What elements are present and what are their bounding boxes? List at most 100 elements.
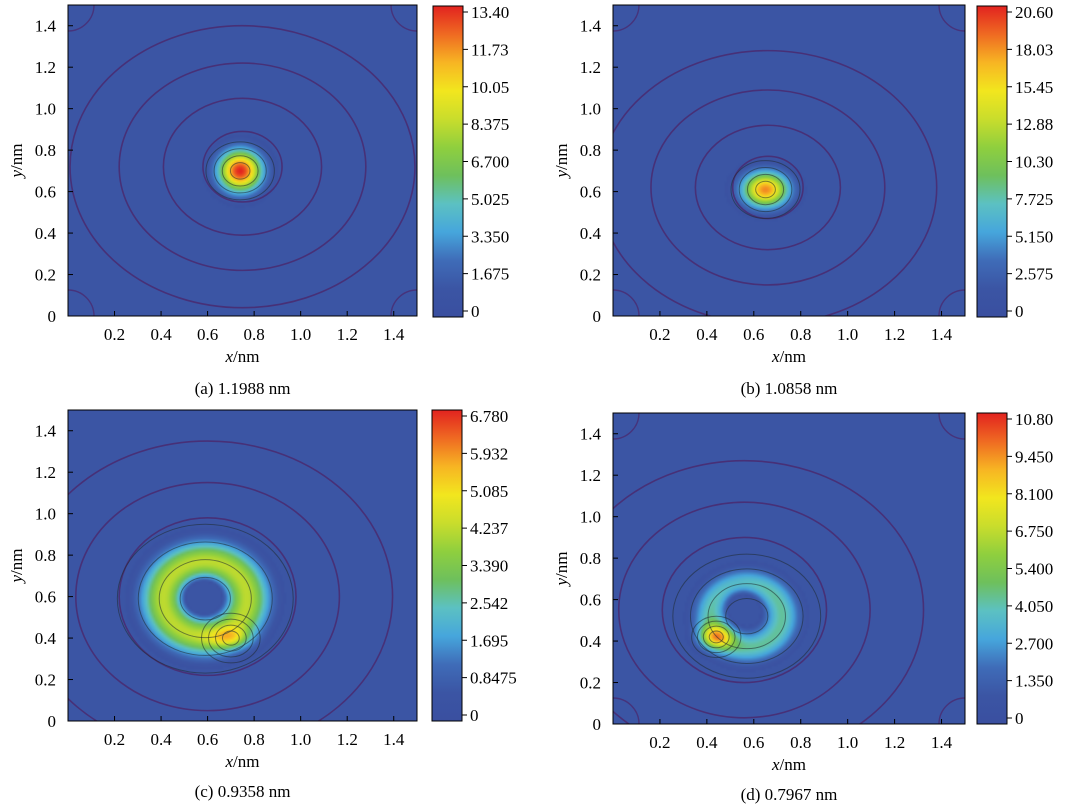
contour-line — [730, 160, 801, 219]
x-axis-variable: x — [771, 755, 780, 774]
colorbar-tick-label: 13.40 — [471, 3, 509, 22]
colorbar-tick-label: 7.725 — [1015, 190, 1053, 209]
y-axis-label: y/nm — [7, 549, 26, 585]
colorbar-tick-label: 6.780 — [470, 407, 508, 426]
y-tick-label: 0.2 — [580, 674, 601, 693]
y-tick-label: 1.2 — [35, 463, 56, 482]
x-tick-label: 1.2 — [884, 733, 905, 752]
contour-line — [213, 148, 267, 194]
heatmap-image — [68, 410, 417, 721]
y-tick-label: 0.4 — [580, 224, 602, 243]
y-tick-label: 0.8 — [35, 141, 56, 160]
y-tick-label: 0.6 — [35, 588, 56, 607]
colorbar-tick-label: 1.695 — [470, 631, 508, 650]
y-tick-label: 0.6 — [580, 591, 601, 610]
colorbar-tick-label: 10.30 — [1015, 153, 1053, 172]
y-axis-variable: y — [7, 575, 26, 585]
colorbar-tick-label: 0 — [470, 706, 479, 725]
colorbar-tick-label: 3.350 — [471, 227, 509, 246]
x-tick-label: 0.8 — [790, 733, 811, 752]
y-tick-label: 1.4 — [580, 17, 602, 36]
contour-lines — [613, 5, 965, 316]
y-axis-unit: /nm — [7, 144, 26, 170]
heatmap-image — [613, 5, 965, 316]
y-tick-label: 1.2 — [580, 466, 601, 485]
contour-line — [746, 173, 785, 206]
contour-line — [613, 459, 925, 724]
y-tick-label: 1.0 — [35, 100, 56, 119]
contour-line — [118, 517, 297, 677]
x-tick-label: 1.0 — [290, 730, 311, 749]
contour-line — [707, 583, 786, 650]
contour-line — [202, 130, 283, 203]
x-tick-label: 0.2 — [104, 325, 125, 344]
contour-line — [205, 141, 275, 201]
x-tick-label: 0.6 — [197, 325, 218, 344]
y-tick-label: 0.6 — [580, 183, 601, 202]
colorbar-tick-label: 8.375 — [471, 115, 509, 134]
y-tick-label: 1.4 — [580, 425, 602, 444]
colorbar-tick-label: 3.390 — [470, 557, 508, 576]
contour-line — [650, 89, 886, 286]
y-tick-label: 0.4 — [580, 632, 602, 651]
y-axis-unit: /nm — [552, 552, 571, 578]
colorbar-tick-label: 5.932 — [470, 444, 508, 463]
y-tick-label: 0.2 — [35, 266, 56, 285]
colorbar-tick-label: 5.400 — [1015, 560, 1053, 579]
contour-line — [617, 501, 871, 719]
x-tick-label: 0.6 — [197, 730, 218, 749]
x-tick-label: 0.8 — [244, 730, 265, 749]
colorbar — [976, 5, 1008, 318]
contour-lines — [68, 440, 394, 721]
x-axis-variable: x — [225, 347, 234, 366]
heatmap-panel-1: 0.2 0.4 0.6 0.8 1.0 1.2 1.4 0 0.2 0.4 0.6 0.8 1.0 1.2… — [7, 3, 509, 398]
y-axis-variable: y — [552, 170, 571, 180]
y-tick-label: 1.4 — [35, 422, 57, 441]
contour-line — [179, 576, 231, 621]
y-axis-label: y/nm — [552, 552, 571, 588]
x-axis-unit: /nm — [780, 347, 806, 366]
y-tick-label: 0 — [593, 307, 602, 326]
y-axis-variable: y — [7, 170, 26, 180]
y-axis-label: y/nm — [552, 144, 571, 180]
plot-frame — [612, 4, 966, 317]
contour-line — [755, 180, 776, 199]
colorbar-tick-label: 9.450 — [1015, 447, 1053, 466]
colorbar-tick-label: 5.085 — [470, 482, 508, 501]
colorbar — [431, 409, 463, 722]
y-tick-label: 0.8 — [580, 141, 601, 160]
contour-line — [137, 541, 273, 656]
x-tick-label: 1.0 — [837, 325, 858, 344]
y-axis-unit: /nm — [7, 549, 26, 575]
x-tick-label: 1.2 — [337, 730, 358, 749]
x-tick-label: 1.0 — [290, 325, 311, 344]
y-tick-label: 1.4 — [35, 17, 57, 36]
colorbar-tick-label: 2.700 — [1015, 634, 1053, 653]
contour-line — [725, 597, 769, 635]
colorbar-tick-label: 6.700 — [471, 153, 509, 172]
x-tick-label: 0.2 — [649, 733, 670, 752]
y-axis-unit: /nm — [552, 144, 571, 170]
panel-caption: (b) 1.0858 nm — [741, 379, 838, 398]
contour-line — [691, 615, 742, 659]
contour-line — [229, 162, 251, 180]
x-axis-unit: /nm — [233, 347, 259, 366]
y-tick-label: 0.4 — [35, 629, 57, 648]
colorbar-tick-label: 8.100 — [1015, 485, 1053, 504]
colorbar-tick-label: 4.237 — [470, 519, 509, 538]
y-tick-label: 0 — [48, 307, 57, 326]
colorbar-tick-label: 5.150 — [1015, 227, 1053, 246]
colorbar-tick-label: 2.542 — [470, 594, 508, 613]
contour-line — [69, 24, 416, 309]
y-tick-label: 1.0 — [580, 508, 601, 527]
x-tick-label: 0.8 — [790, 325, 811, 344]
x-axis-label: x/nm — [771, 347, 806, 366]
y-tick-label: 0.4 — [35, 224, 57, 243]
contour-line — [694, 124, 842, 251]
panel-caption: (c) 0.9358 nm — [195, 782, 291, 801]
x-tick-label: 1.4 — [931, 325, 953, 344]
y-axis-variable: y — [552, 578, 571, 588]
plot-frame — [67, 4, 418, 317]
x-tick-label: 0.6 — [743, 733, 764, 752]
contour-line — [74, 481, 341, 712]
